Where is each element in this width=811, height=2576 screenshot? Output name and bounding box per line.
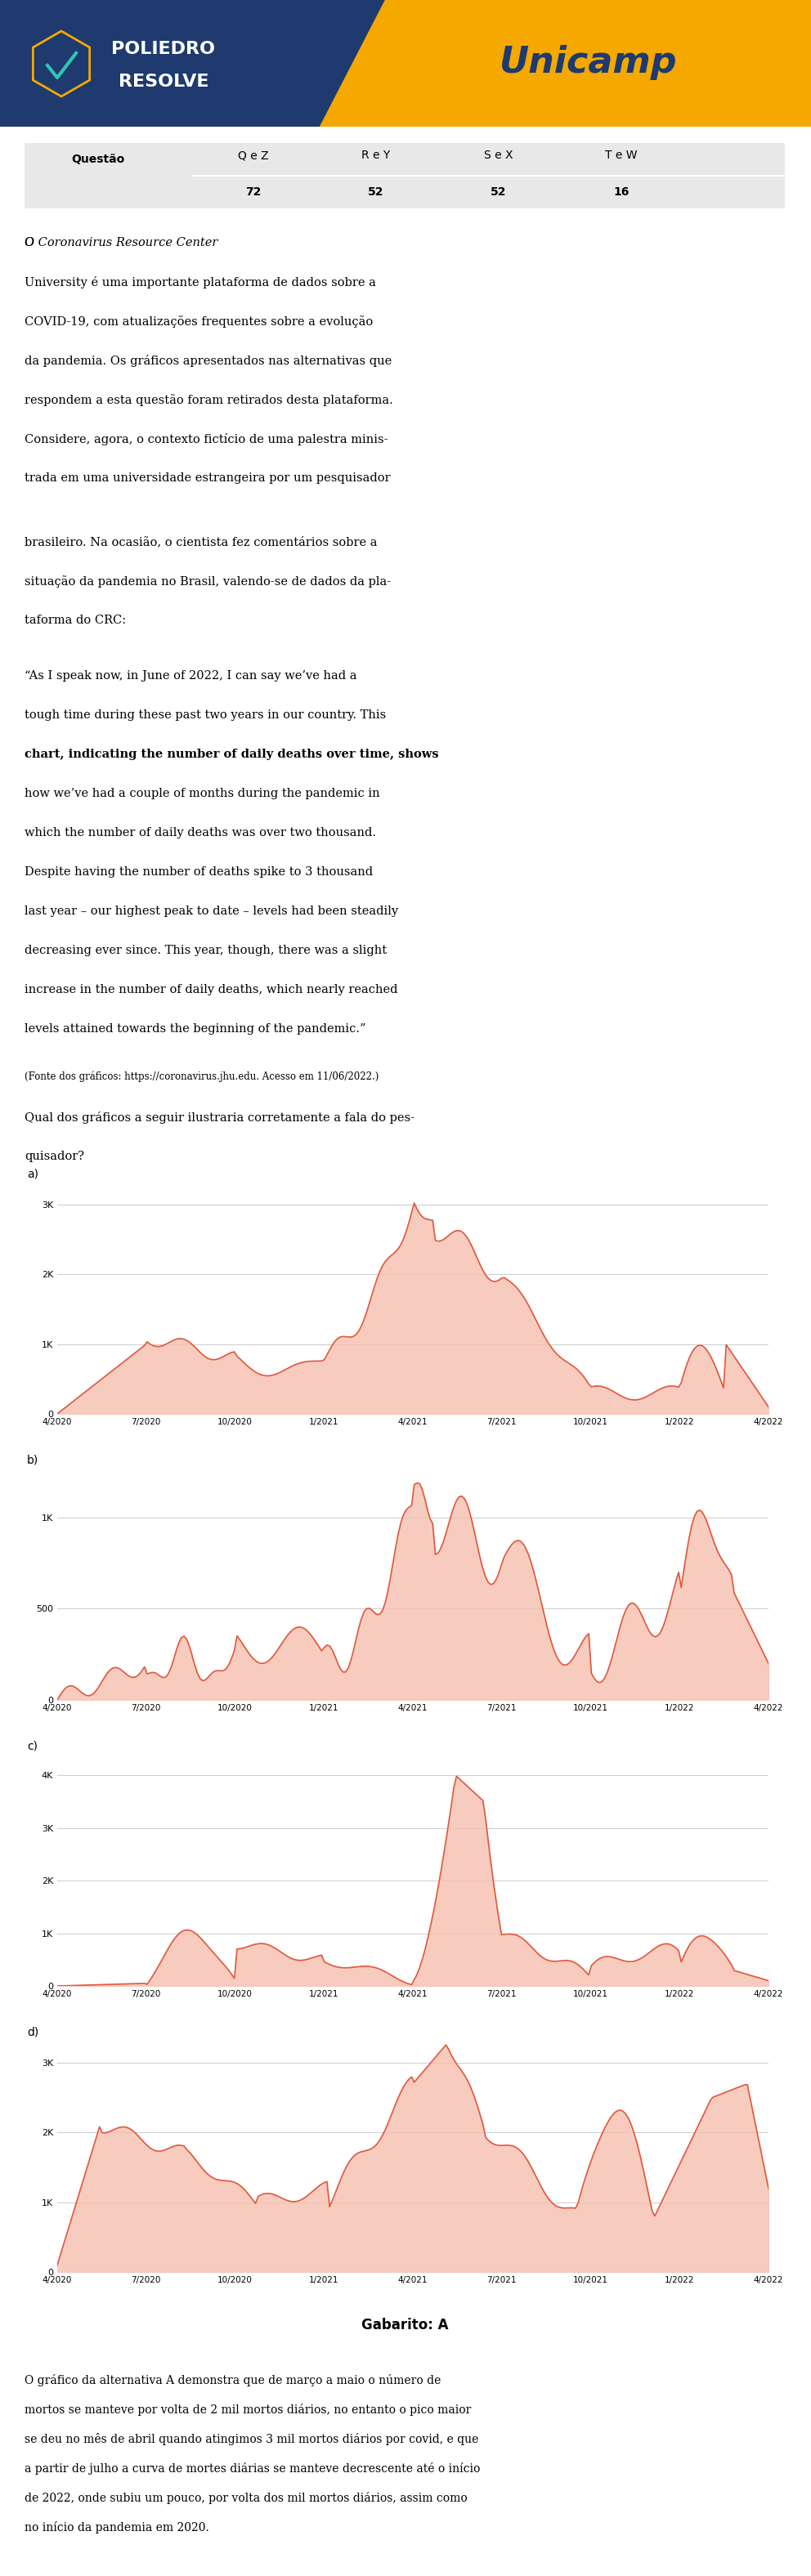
Text: Considere, agora, o contexto fictício de uma palestra minis-: Considere, agora, o contexto fictício de… (24, 433, 388, 446)
Text: decreasing ever since. This year, though, there was a slight: decreasing ever since. This year, though… (24, 945, 387, 956)
Text: O: O (24, 237, 38, 247)
Text: d): d) (27, 2027, 39, 2038)
Text: Qual dos gráficos a seguir ilustraria corretamente a fala do pes-: Qual dos gráficos a seguir ilustraria co… (24, 1110, 414, 1123)
Polygon shape (253, 0, 384, 126)
Text: (Fonte dos gráficos: https://coronavirus.jhu.edu. Acesso em 11/06/2022.): (Fonte dos gráficos: https://coronavirus… (24, 1072, 379, 1082)
Text: Unicamp: Unicamp (500, 46, 677, 80)
Text: 52: 52 (368, 185, 384, 198)
Text: POLIEDRO: POLIEDRO (112, 41, 216, 57)
Text: 72: 72 (246, 185, 261, 198)
Text: University é uma importante plataforma de dados sobre a: University é uma importante plataforma d… (24, 276, 376, 289)
Text: last year – our highest peak to date – levels had been steadily: last year – our highest peak to date – l… (24, 907, 398, 917)
Text: O Coronavirus Resource Center: O Coronavirus Resource Center (24, 237, 218, 247)
Text: Questão: Questão (71, 155, 125, 165)
Text: “As I speak now, in June of 2022, I can say we’ve had a: “As I speak now, in June of 2022, I can … (24, 670, 357, 683)
Text: da pandemia. Os gráficos apresentados nas alternativas que: da pandemia. Os gráficos apresentados na… (24, 355, 392, 366)
Polygon shape (319, 0, 811, 126)
Text: no início da pandemia em 2020.: no início da pandemia em 2020. (24, 2522, 209, 2535)
Text: S e X: S e X (484, 149, 513, 162)
Text: Despite having the number of deaths spike to 3 thousand: Despite having the number of deaths spik… (24, 866, 373, 878)
Text: RESOLVE: RESOLVE (118, 75, 208, 90)
Text: tough time during these past two years in our country. This: tough time during these past two years i… (24, 708, 386, 721)
Text: se deu no mês de abril quando atingimos 3 mil mortos diários por covid, e que: se deu no mês de abril quando atingimos … (24, 2432, 478, 2445)
Text: chart, indicating the number of daily deaths over time, shows: chart, indicating the number of daily de… (24, 750, 439, 760)
Text: O gráfico da alternativa A demonstra que de março a maio o número de: O gráfico da alternativa A demonstra que… (24, 2375, 441, 2385)
Text: a): a) (27, 1167, 38, 1180)
Text: situação da pandemia no Brasil, valendo-se de dados da pla-: situação da pandemia no Brasil, valendo-… (24, 574, 391, 587)
Text: a partir de julho a curva de mortes diárias se manteve decrescente até o início: a partir de julho a curva de mortes diár… (24, 2463, 480, 2476)
Text: Q e Z: Q e Z (238, 149, 268, 162)
Text: 16: 16 (613, 185, 629, 198)
Text: Gabarito: A: Gabarito: A (361, 2318, 448, 2331)
Text: quisador?: quisador? (24, 1151, 84, 1162)
Text: how we’ve had a couple of months during the pandemic in: how we’ve had a couple of months during … (24, 788, 380, 799)
Text: mortos se manteve por volta de 2 mil mortos diários, no entanto o pico maior: mortos se manteve por volta de 2 mil mor… (24, 2403, 471, 2416)
Text: de 2022, onde subiu um pouco, por volta dos mil mortos diários, assim como: de 2022, onde subiu um pouco, por volta … (24, 2491, 467, 2504)
Text: b): b) (27, 1453, 39, 1466)
Text: c): c) (28, 1741, 38, 1752)
Text: trada em uma universidade estrangeira por um pesquisador: trada em uma universidade estrangeira po… (24, 471, 390, 484)
Bar (0, 0, 368, 126)
Text: COVID-19, com atualizações frequentes sobre a evolução: COVID-19, com atualizações frequentes so… (24, 314, 373, 327)
Text: which the number of daily deaths was over two thousand.: which the number of daily deaths was ove… (24, 827, 376, 840)
Text: respondem a esta questão foram retirados desta plataforma.: respondem a esta questão foram retirados… (24, 394, 393, 407)
Text: increase in the number of daily deaths, which nearly reached: increase in the number of daily deaths, … (24, 984, 397, 994)
Text: 52: 52 (491, 185, 507, 198)
Text: taforma do CRC:: taforma do CRC: (24, 616, 126, 626)
Text: brasileiro. Na ocasião, o cientista fez comentários sobre a: brasileiro. Na ocasião, o cientista fez … (24, 536, 377, 549)
Text: levels attained towards the beginning of the pandemic.”: levels attained towards the beginning of… (24, 1023, 366, 1036)
Text: R e Y: R e Y (362, 149, 390, 162)
Text: T e W: T e W (605, 149, 637, 162)
